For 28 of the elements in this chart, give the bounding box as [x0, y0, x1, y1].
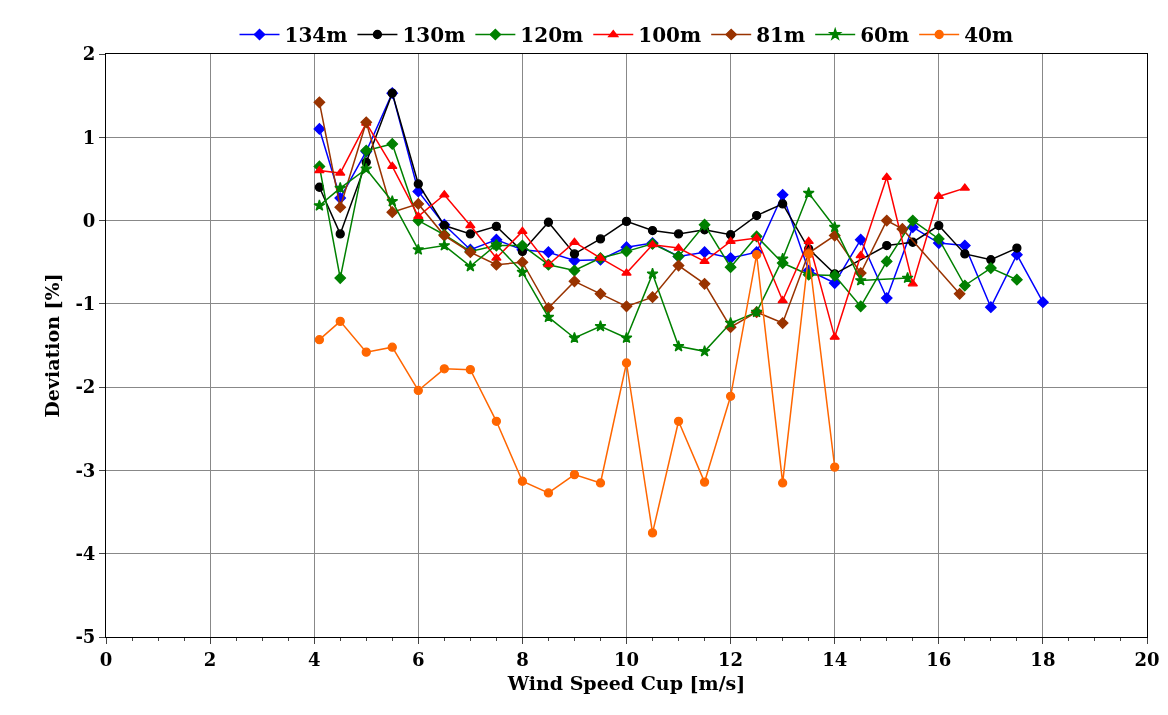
- y-axis-title: Deviation [%]: [41, 273, 64, 418]
- x-tick-label: 10: [613, 648, 640, 670]
- legend-label: 130m: [402, 23, 466, 48]
- y-tick-label: 1: [82, 126, 96, 148]
- x-tick-label: 16: [926, 648, 952, 670]
- x-tick-label: 2: [203, 648, 217, 670]
- y-tick-label: -4: [75, 543, 96, 565]
- x-tick-label: 4: [307, 648, 321, 670]
- legend-label: 81m: [756, 23, 806, 48]
- y-tick-label: -2: [75, 376, 96, 398]
- y-tick-label: 2: [82, 43, 96, 65]
- x-tick-label: 8: [516, 648, 529, 670]
- y-tick-label: -5: [75, 626, 96, 648]
- legend-label: 100m: [638, 23, 702, 48]
- x-tick-label: 14: [822, 648, 848, 670]
- x-axis-title: Wind Speed Cup [m/s]: [506, 672, 746, 695]
- y-tick-label: 0: [82, 209, 96, 231]
- legend-label: 120m: [520, 23, 584, 48]
- legend-label: 134m: [284, 23, 348, 48]
- y-tick-label: -3: [75, 459, 96, 481]
- legend-label: 40m: [964, 23, 1014, 48]
- x-tick-label: 18: [1030, 648, 1056, 670]
- x-tick-label: 6: [412, 648, 425, 670]
- y-tick-label: -1: [75, 293, 96, 315]
- x-tick-label: 20: [1134, 648, 1160, 670]
- x-tick-label: 12: [718, 648, 744, 670]
- legend-label: 60m: [860, 23, 910, 48]
- x-tick-label: 0: [99, 648, 113, 670]
